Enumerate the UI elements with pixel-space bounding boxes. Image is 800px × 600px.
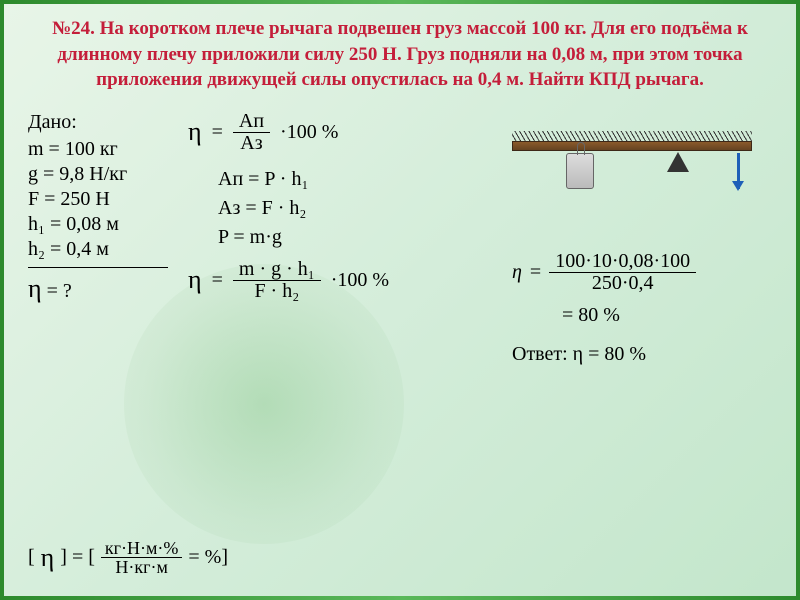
formula-az: Аз = F · h₂ bbox=[218, 197, 492, 220]
formula-block: η = Ап Аз ·100 % Ап = P · h₁ Аз = F · h₂… bbox=[188, 111, 492, 366]
calc-fraction: 100·10·0,08·100 250·0,4 bbox=[549, 251, 696, 294]
lever-beam bbox=[512, 141, 752, 151]
formula-ap: Ап = P · h₁ bbox=[218, 168, 492, 191]
solution-area: Дано: m = 100 кг g = 9,8 Н/кг F = 250 Н … bbox=[28, 111, 772, 366]
formula-p: P = m·g bbox=[218, 226, 492, 249]
units-fraction: кг·Н·м·% Н·кг·м bbox=[101, 539, 183, 576]
given-f: F = 250 Н bbox=[28, 188, 168, 211]
given-title: Дано: bbox=[28, 111, 168, 134]
eta-symbol-2: η bbox=[188, 265, 202, 295]
calculation: η = 100·10·0,08·100 250·0,4 = 80 % bbox=[512, 251, 772, 327]
answer: Ответ: η = 80 % bbox=[512, 343, 772, 366]
weight-icon bbox=[566, 153, 594, 189]
main-fraction: Ап Аз bbox=[233, 111, 270, 154]
eta-calc: η bbox=[512, 261, 522, 284]
given-find: η = ? bbox=[28, 274, 168, 304]
ceiling-hatch bbox=[512, 131, 752, 141]
eta-symbol: η bbox=[188, 117, 202, 147]
given-h2: h₂ = 0,4 м bbox=[28, 238, 168, 268]
sub-fraction: m · g · h₁ F · h₂ bbox=[233, 259, 321, 302]
units-check: [η] = [ кг·Н·м·% Н·кг·м = %] bbox=[28, 539, 228, 576]
pct-2: ·100 % bbox=[331, 269, 389, 292]
right-block: η = 100·10·0,08·100 250·0,4 = 80 % Ответ… bbox=[512, 111, 772, 366]
fulcrum-icon bbox=[667, 152, 689, 172]
given-h1: h₁ = 0,08 м bbox=[28, 213, 168, 236]
lever-diagram bbox=[512, 121, 772, 221]
given-block: Дано: m = 100 кг g = 9,8 Н/кг F = 250 Н … bbox=[28, 111, 168, 366]
equals-2: = bbox=[212, 269, 223, 292]
equals-calc: = bbox=[530, 261, 541, 284]
force-arrow-icon bbox=[737, 153, 740, 189]
pct: ·100 % bbox=[280, 121, 338, 144]
calc-result: = 80 % bbox=[562, 304, 620, 327]
given-m: m = 100 кг bbox=[28, 138, 168, 161]
equals: = bbox=[212, 121, 223, 144]
problem-statement: №24. На коротком плече рычага подвешен г… bbox=[28, 16, 772, 93]
given-g: g = 9,8 Н/кг bbox=[28, 163, 168, 186]
